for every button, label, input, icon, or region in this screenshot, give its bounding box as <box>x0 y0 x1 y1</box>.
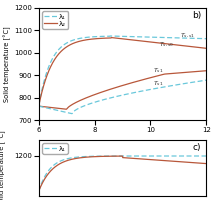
Legend: λ₁, λ₂: λ₁, λ₂ <box>42 11 68 29</box>
Text: $T_{s1}$: $T_{s1}$ <box>153 79 164 88</box>
Text: $T_{s,s1}$: $T_{s,s1}$ <box>180 31 195 40</box>
Text: b): b) <box>192 11 201 20</box>
Legend: λ₁: λ₁ <box>42 143 68 154</box>
Y-axis label: Solid temperature [°C]: Solid temperature [°C] <box>3 26 11 102</box>
Text: Solid temperature [°C]: Solid temperature [°C] <box>0 130 6 200</box>
Text: $T_{s,s0}$: $T_{s,s0}$ <box>159 41 174 49</box>
Text: $T_{s1}$: $T_{s1}$ <box>153 67 164 75</box>
Text: c): c) <box>193 143 201 152</box>
